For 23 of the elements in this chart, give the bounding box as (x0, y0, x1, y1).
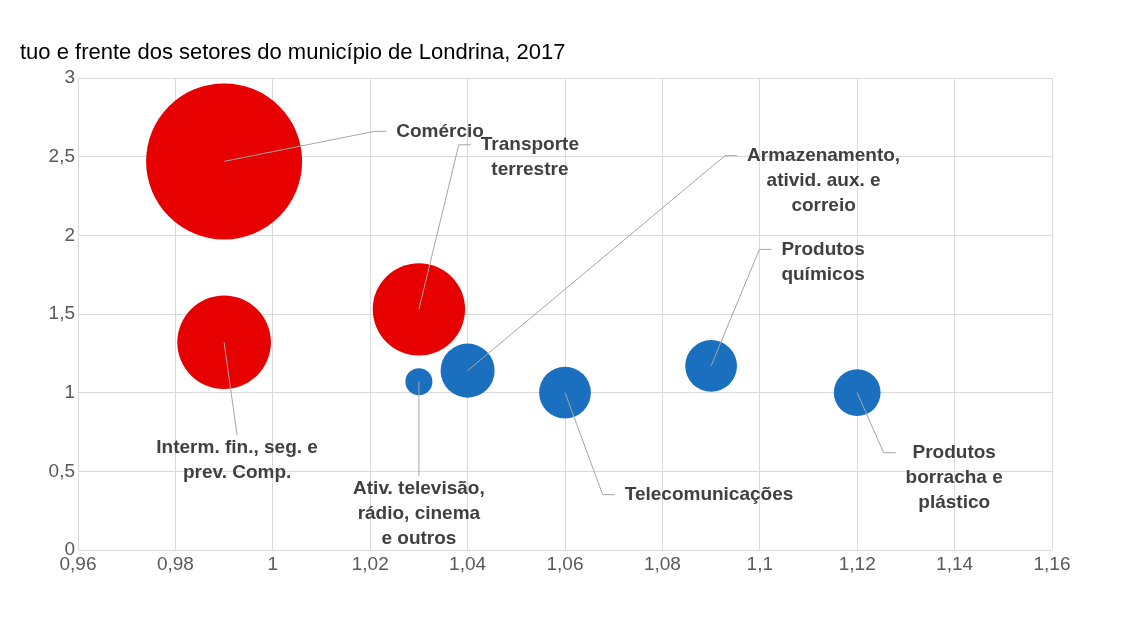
annotation: Armazenamento, ativid. aux. e correio (747, 143, 901, 215)
annotation: Telecomunicações (624, 482, 794, 504)
y-tick-label: 2,5 (48, 144, 75, 166)
x-tick-label: 1,1 (746, 552, 774, 574)
x-tick-label: 1 (267, 552, 279, 574)
y-tick-label: 3 (64, 66, 75, 88)
y-tick-label: 2 (64, 223, 75, 245)
annotation: Produtos químicos (781, 237, 865, 284)
x-tick-label: 1,14 (936, 552, 974, 574)
y-tick-label: 1,5 (48, 302, 75, 324)
chart-title: tuo e frente dos setores do município de Londrina, 2017 (20, 38, 566, 64)
x-tick-label: 1,06 (546, 552, 584, 574)
annotation: Produtos borracha e plástico (905, 440, 1003, 512)
annotation: Ativ. televisão, rádio, cinema e outros (353, 476, 485, 548)
x-tick-label: 0,98 (156, 552, 194, 574)
x-tick-label: 1,16 (1033, 552, 1071, 574)
x-tick-label: 1,12 (838, 552, 876, 574)
y-tick-label: 1 (64, 380, 75, 402)
annotation: Interm. fin., seg. e prev. Comp. (156, 436, 318, 483)
y-tick-label: 0,5 (48, 459, 75, 481)
x-tick-label: 1,04 (449, 552, 487, 574)
x-tick-label: 1,02 (351, 552, 389, 574)
x-tick-label: 1,08 (643, 552, 681, 574)
